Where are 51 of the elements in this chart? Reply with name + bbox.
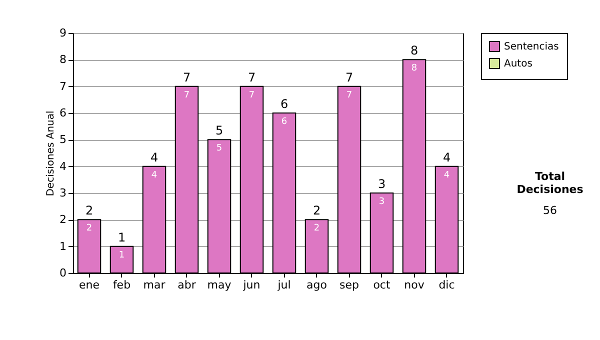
data-label: 4: [151, 170, 158, 180]
x-tick-label: abr: [178, 278, 196, 292]
data-label: 7: [184, 90, 190, 100]
annotation: 7: [248, 70, 256, 84]
data-label: 1: [118, 250, 125, 260]
annotation: 3: [378, 177, 386, 191]
x-tick-label: ene: [78, 278, 100, 292]
annotation: 2: [312, 204, 321, 218]
legend-label: Sentencias: [504, 42, 559, 52]
x-tick-label: feb: [112, 278, 131, 292]
data-label: 5: [216, 144, 222, 154]
y-axis-title: Decisiones Anual: [46, 110, 56, 196]
x-tick-label: nov: [404, 278, 425, 292]
annotation: 7: [345, 70, 354, 84]
y-tick-label: 6: [60, 106, 66, 120]
y-tick-label: 3: [60, 186, 66, 200]
annotation: 7: [182, 70, 191, 84]
annotation: 5: [215, 124, 224, 138]
y-tick-label: 4: [60, 160, 66, 173]
legend-label: Autos: [504, 58, 532, 70]
y-tick-label: 2: [60, 213, 66, 226]
annotation: 6: [280, 97, 288, 111]
text: 56: [542, 204, 558, 217]
y-tick-label: 8: [60, 53, 66, 66]
data-label: 2: [314, 224, 320, 234]
x-tick-label: oct: [373, 278, 391, 292]
y-tick-label: 1: [60, 240, 66, 253]
y-tick-label: 5: [60, 133, 66, 146]
x-tick-label: ago: [306, 278, 328, 292]
annotation: 8: [410, 44, 418, 58]
data-label: 8: [411, 64, 418, 74]
y-tick-label: 7: [60, 80, 66, 93]
annotation: 4: [442, 150, 451, 164]
annotation: 1: [118, 230, 126, 244]
x-tick-label: sep: [340, 278, 360, 292]
data-label: 6: [281, 117, 288, 127]
data-label: 2: [86, 224, 92, 234]
data-label: 7: [248, 90, 255, 100]
y-tick-label: 9: [60, 26, 66, 40]
y-tick-label: 0: [60, 266, 66, 280]
data-label: 7: [346, 90, 352, 100]
x-tick-label: may: [207, 278, 232, 292]
x-tick-label: jun: [242, 278, 260, 292]
annotation: 4: [150, 150, 158, 164]
annotation: 2: [85, 204, 94, 218]
data-label: 3: [378, 197, 385, 207]
x-tick-label: jul: [276, 278, 291, 292]
x-tick-label: dic: [438, 278, 455, 292]
x-tick-label: mar: [143, 278, 166, 292]
data-label: 4: [444, 170, 450, 180]
text: Total Decisiones: [516, 170, 584, 196]
